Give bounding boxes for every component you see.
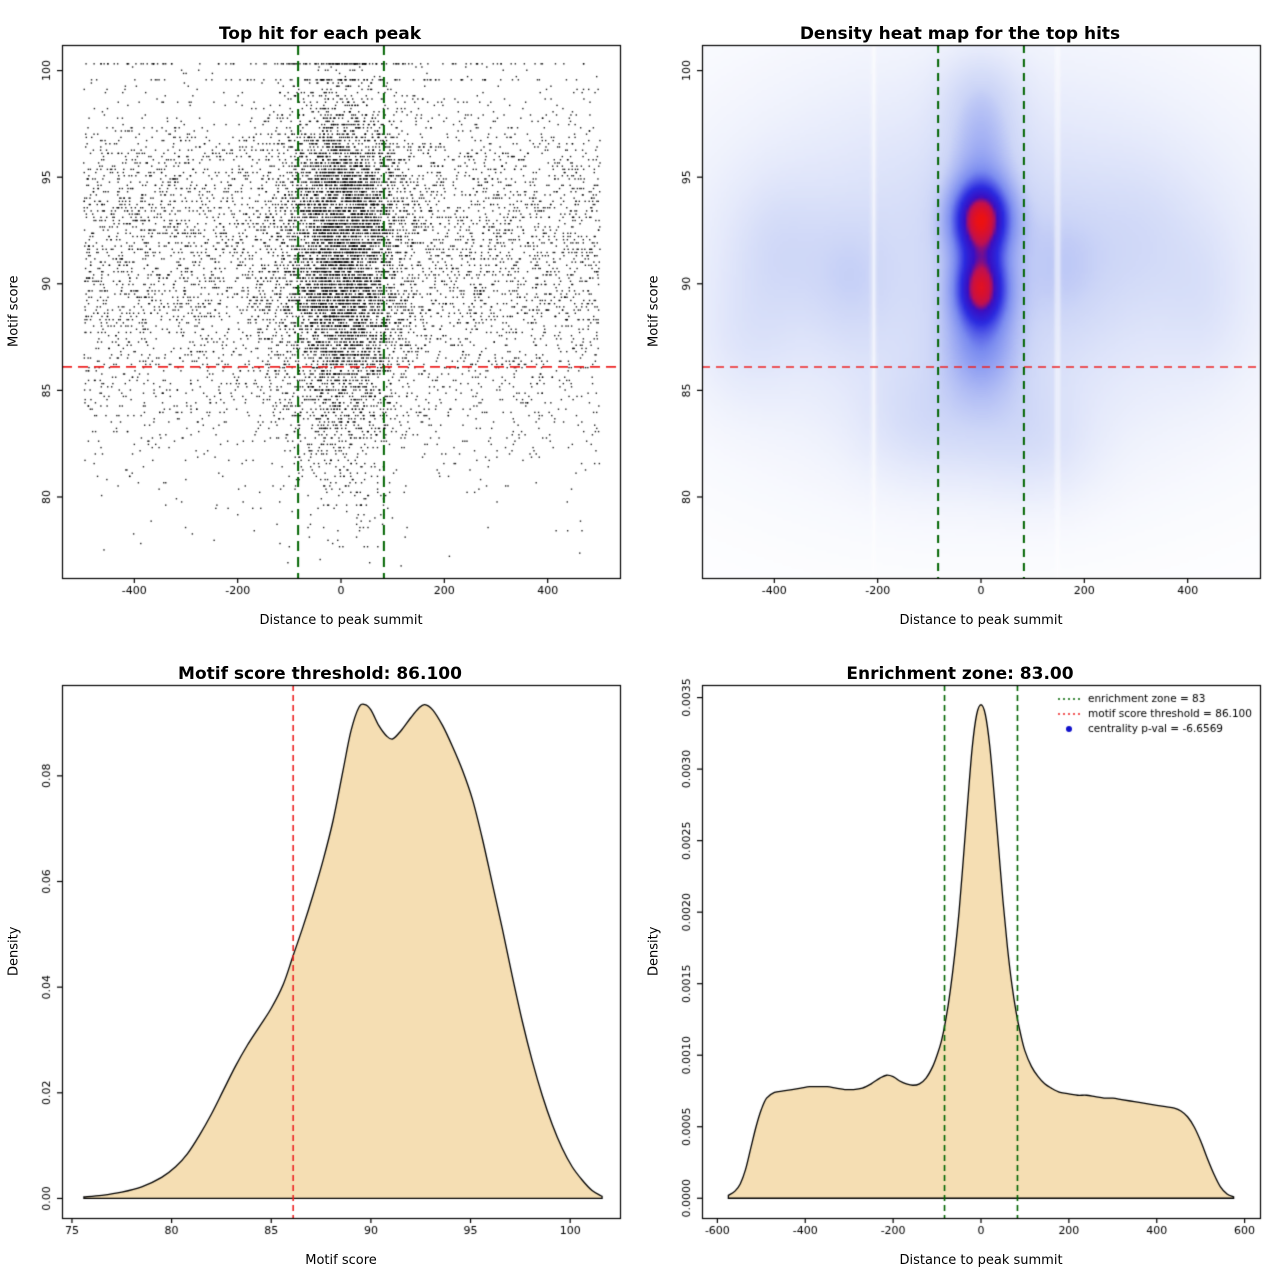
panel-distance-density: Enrichment zone: 83.00 Distance to peak …: [640, 640, 1280, 1280]
y-axis-label: Motif score: [6, 275, 22, 348]
y-axis-label: Density: [6, 926, 22, 977]
chart-title: Enrichment zone: 83.00: [846, 664, 1074, 685]
distance-density-canvas: [640, 640, 1280, 1280]
x-axis-label: Distance to peak summit: [259, 613, 423, 628]
panel-score-density: Motif score threshold: 86.100 Motif scor…: [0, 640, 640, 1280]
x-axis-label: Distance to peak summit: [899, 613, 1063, 628]
x-axis-label: Distance to peak summit: [899, 1253, 1063, 1268]
panel-top-hit-scatter: Top hit for each peak Distance to peak s…: [0, 0, 640, 640]
y-axis-label: Motif score: [646, 275, 662, 348]
heatmap-canvas: [640, 0, 1280, 640]
panel-density-heatmap: Density heat map for the top hits Distan…: [640, 0, 1280, 640]
chart-title: Density heat map for the top hits: [799, 24, 1121, 45]
chart-title: Top hit for each peak: [218, 24, 422, 45]
score-density-canvas: [0, 640, 640, 1280]
y-axis-label: Density: [646, 926, 662, 977]
scatter-plot-canvas: [0, 0, 640, 640]
x-axis-label: Motif score: [305, 1253, 377, 1268]
chart-title: Motif score threshold: 86.100: [178, 664, 462, 685]
